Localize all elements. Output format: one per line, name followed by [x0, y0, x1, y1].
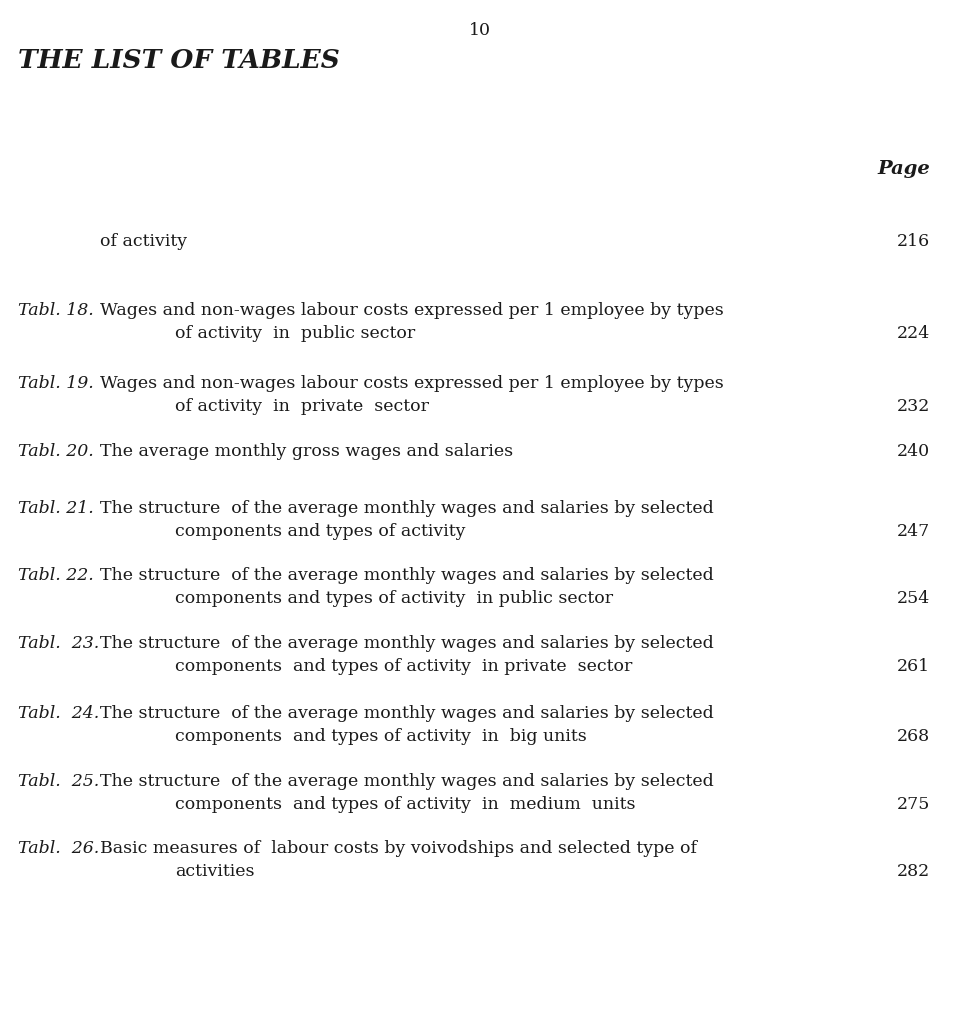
Text: The structure  of the average monthly wages and salaries by selected: The structure of the average monthly wag… — [100, 635, 713, 652]
Text: Tabl. 19.: Tabl. 19. — [18, 375, 94, 393]
Text: 224: 224 — [897, 325, 930, 342]
Text: Tabl. 22.: Tabl. 22. — [18, 567, 94, 584]
Text: Tabl.  26.: Tabl. 26. — [18, 840, 99, 857]
Text: of activity  in  public sector: of activity in public sector — [175, 325, 416, 342]
Text: THE LIST OF TABLES: THE LIST OF TABLES — [18, 48, 340, 73]
Text: Page: Page — [877, 160, 930, 178]
Text: 261: 261 — [897, 658, 930, 675]
Text: The structure  of the average monthly wages and salaries by selected: The structure of the average monthly wag… — [100, 773, 713, 790]
Text: Wages and non-wages labour costs expressed per 1 employee by types: Wages and non-wages labour costs express… — [100, 375, 724, 393]
Text: Wages and non-wages labour costs expressed per 1 employee by types: Wages and non-wages labour costs express… — [100, 302, 724, 319]
Text: 268: 268 — [897, 728, 930, 745]
Text: Tabl. 18.: Tabl. 18. — [18, 302, 94, 319]
Text: 247: 247 — [897, 523, 930, 540]
Text: Tabl.  25.: Tabl. 25. — [18, 773, 99, 790]
Text: The structure  of the average monthly wages and salaries by selected: The structure of the average monthly wag… — [100, 705, 713, 722]
Text: 232: 232 — [897, 398, 930, 415]
Text: activities: activities — [175, 863, 254, 880]
Text: Tabl.  23.: Tabl. 23. — [18, 635, 99, 652]
Text: Tabl. 20.: Tabl. 20. — [18, 443, 94, 460]
Text: of activity  in  private  sector: of activity in private sector — [175, 398, 429, 415]
Text: Tabl.  24.: Tabl. 24. — [18, 705, 99, 722]
Text: The structure  of the average monthly wages and salaries by selected: The structure of the average monthly wag… — [100, 567, 713, 584]
Text: 10: 10 — [469, 22, 491, 39]
Text: Tabl. 21.: Tabl. 21. — [18, 500, 94, 517]
Text: The average monthly gross wages and salaries: The average monthly gross wages and sala… — [100, 443, 514, 460]
Text: components and types of activity: components and types of activity — [175, 523, 466, 540]
Text: 282: 282 — [897, 863, 930, 880]
Text: 275: 275 — [897, 796, 930, 813]
Text: components  and types of activity  in  medium  units: components and types of activity in medi… — [175, 796, 636, 813]
Text: 254: 254 — [897, 590, 930, 607]
Text: components and types of activity  in public sector: components and types of activity in publ… — [175, 590, 613, 607]
Text: The structure  of the average monthly wages and salaries by selected: The structure of the average monthly wag… — [100, 500, 713, 517]
Text: 240: 240 — [897, 443, 930, 460]
Text: of activity: of activity — [100, 233, 187, 250]
Text: components  and types of activity  in private  sector: components and types of activity in priv… — [175, 658, 633, 675]
Text: components  and types of activity  in  big units: components and types of activity in big … — [175, 728, 587, 745]
Text: Basic measures of  labour costs by voivodships and selected type of: Basic measures of labour costs by voivod… — [100, 840, 697, 857]
Text: 216: 216 — [897, 233, 930, 250]
